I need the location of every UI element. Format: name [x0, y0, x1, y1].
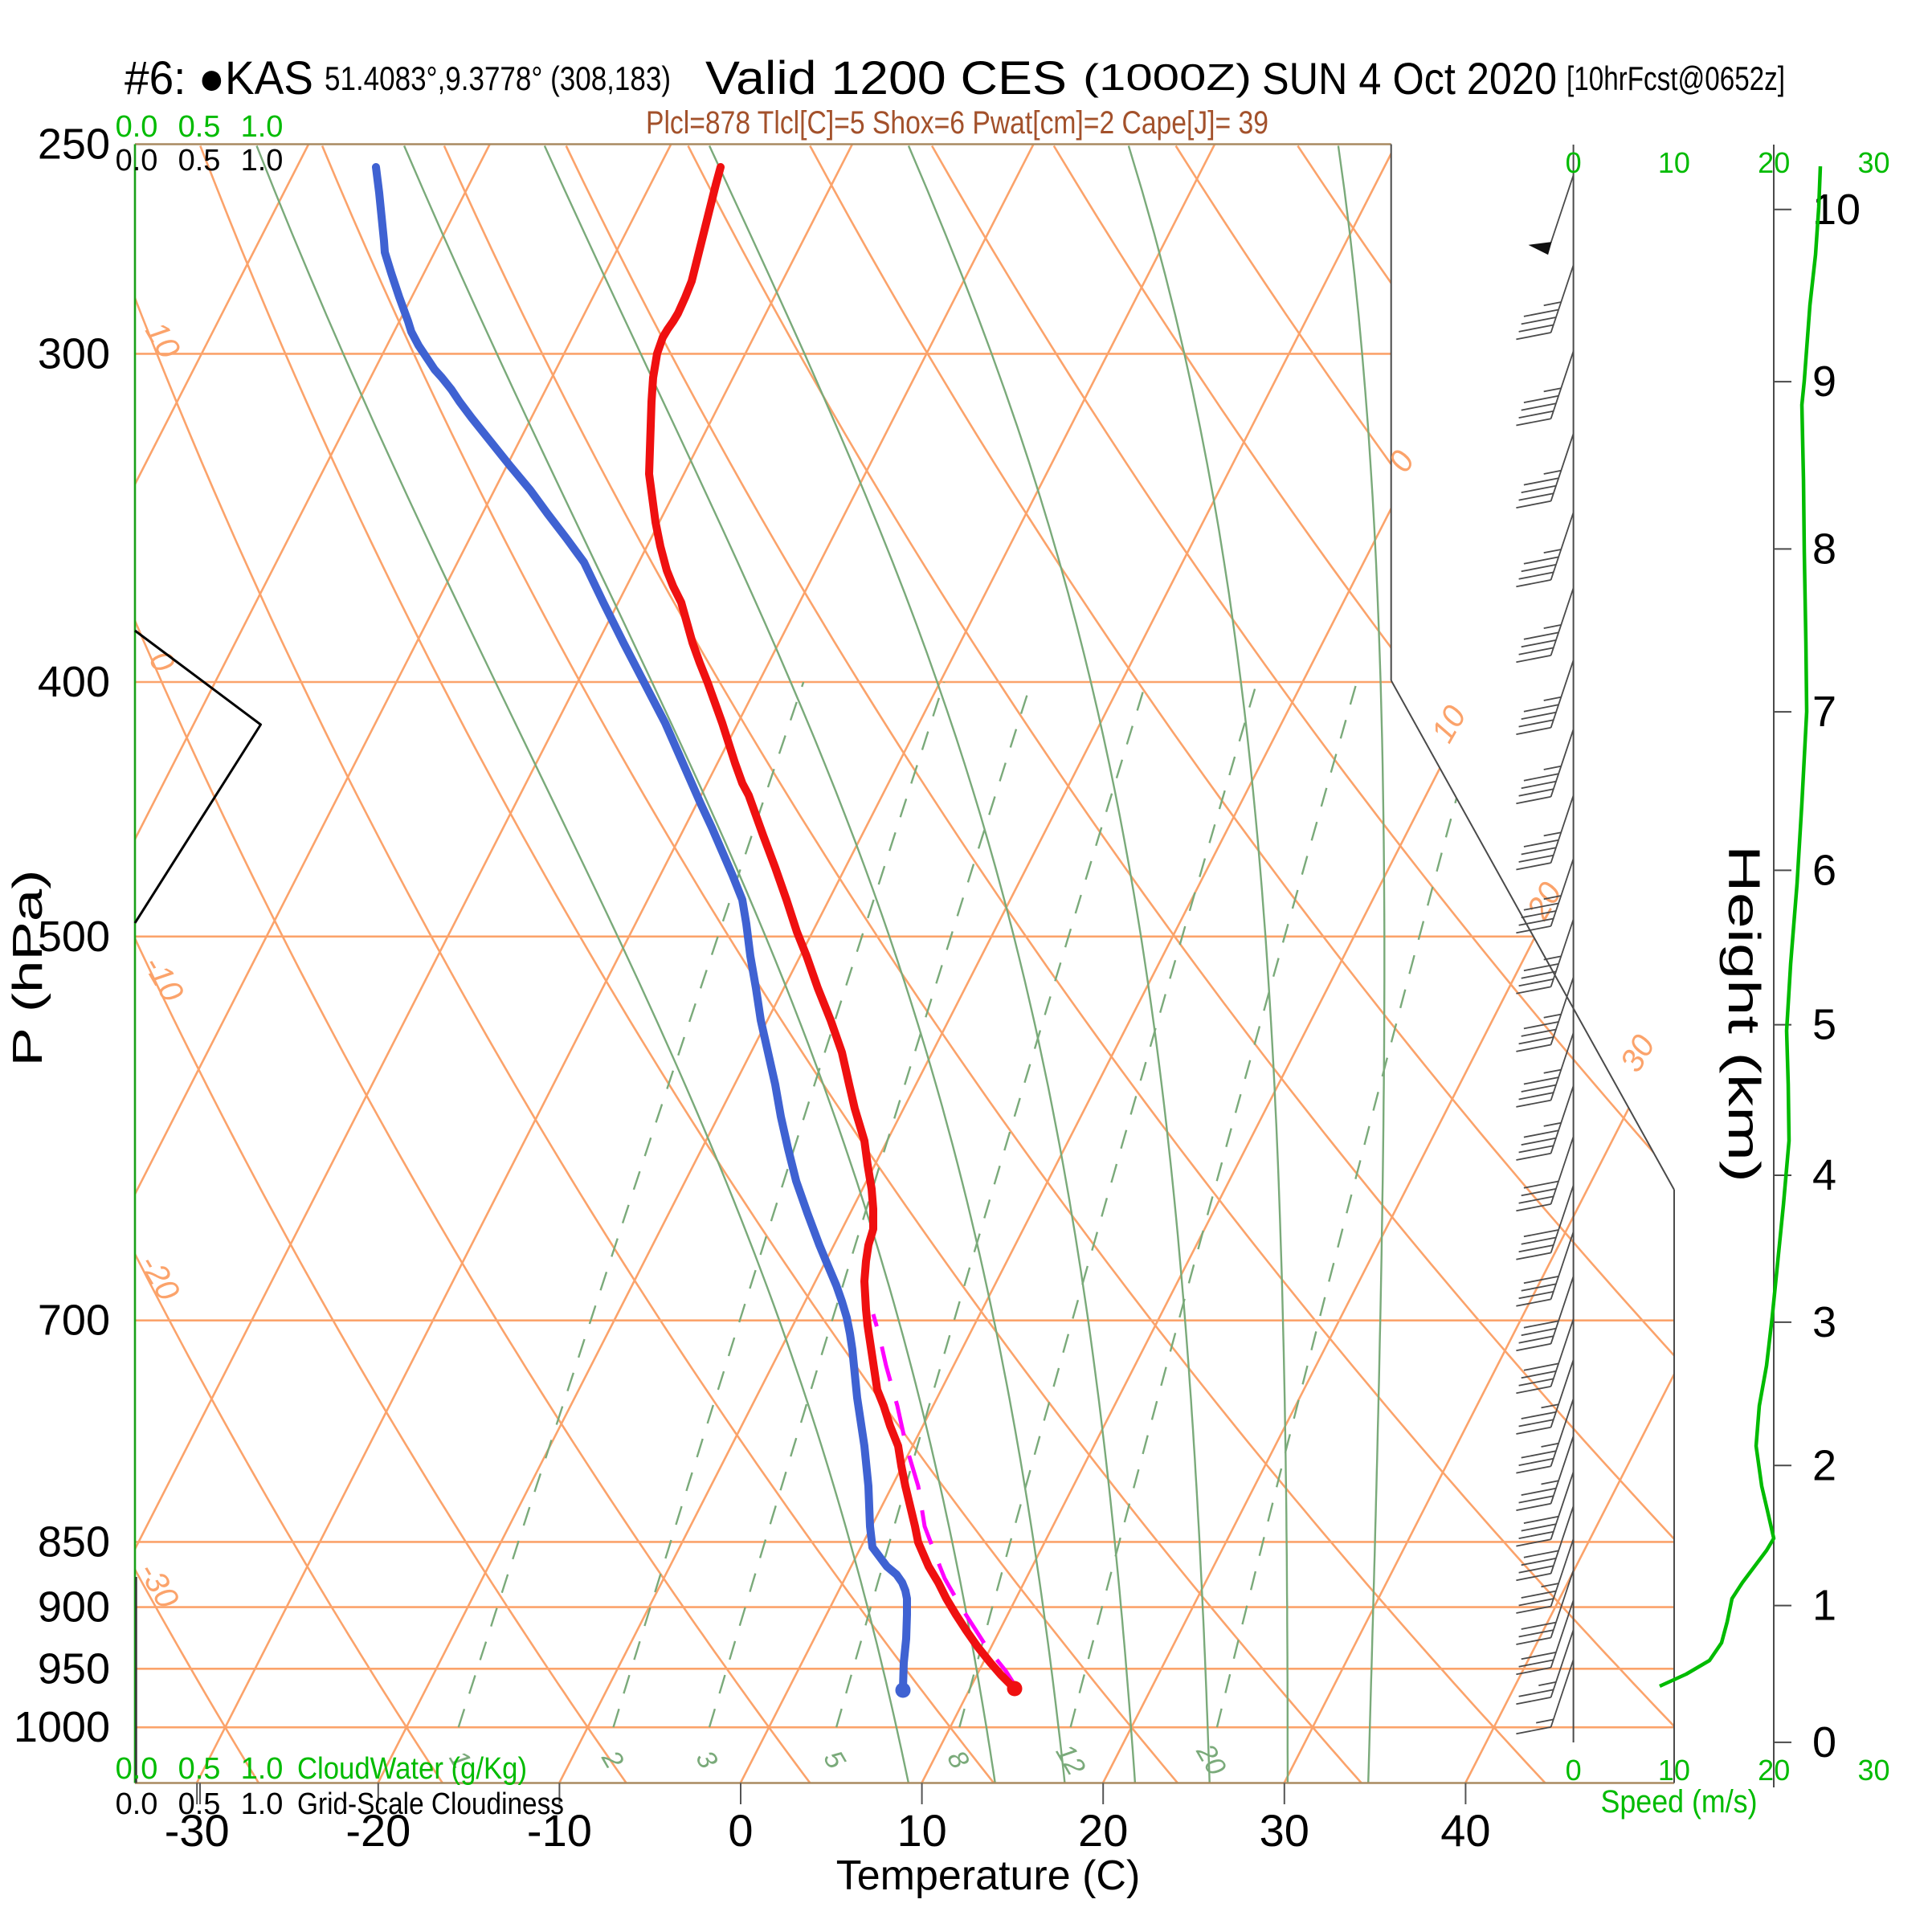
svg-text:(1000Z): (1000Z) [1083, 56, 1252, 98]
svg-text:P (hPa): P (hPa) [5, 870, 51, 1067]
svg-text:0: 0 [1812, 1718, 1836, 1767]
svg-text:#6: ●KAS: #6: ●KAS [125, 52, 313, 104]
svg-text:700: 700 [38, 1297, 110, 1345]
svg-text:850: 850 [38, 1517, 110, 1566]
svg-text:0: 0 [1566, 1754, 1582, 1787]
svg-text:950: 950 [38, 1644, 110, 1693]
svg-text:0.0: 0.0 [116, 144, 158, 178]
svg-text:Speed (m/s): Speed (m/s) [1601, 1784, 1758, 1820]
svg-text:20: 20 [1078, 1805, 1128, 1856]
svg-text:SUN 4 Oct 2020: SUN 4 Oct 2020 [1262, 53, 1557, 104]
svg-text:250: 250 [38, 120, 110, 169]
svg-text:-10: -10 [527, 1805, 592, 1856]
svg-text:1.0: 1.0 [241, 1787, 284, 1821]
svg-text:Plcl=878 Tlcl[C]=5 Shox=6 Pwat: Plcl=878 Tlcl[C]=5 Shox=6 Pwat[cm]=2 Cap… [646, 105, 1268, 141]
svg-text:20: 20 [1758, 1754, 1790, 1787]
svg-text:1.0: 1.0 [241, 144, 284, 178]
svg-text:10: 10 [897, 1805, 946, 1856]
svg-text:CloudWater (g/Kg): CloudWater (g/Kg) [297, 1752, 527, 1786]
svg-text:0.0: 0.0 [116, 110, 158, 144]
svg-text:51.4083°,9.3778° (308,183): 51.4083°,9.3778° (308,183) [325, 59, 671, 97]
svg-text:7: 7 [1812, 688, 1836, 736]
svg-text:Valid 1200 CES: Valid 1200 CES [705, 52, 1067, 104]
svg-text:-20: -20 [345, 1805, 411, 1856]
svg-text:1.0: 1.0 [241, 1752, 284, 1786]
svg-text:1: 1 [1812, 1582, 1836, 1630]
svg-text:0.5: 0.5 [178, 1752, 221, 1786]
svg-text:40: 40 [1440, 1805, 1490, 1856]
svg-text:30: 30 [1260, 1805, 1309, 1856]
svg-text:300: 300 [38, 329, 110, 378]
svg-text:30: 30 [1857, 146, 1889, 179]
svg-text:10: 10 [1658, 1754, 1690, 1787]
svg-text:1.0: 1.0 [241, 110, 284, 144]
svg-text:6: 6 [1812, 846, 1836, 894]
svg-text:5: 5 [1812, 1001, 1836, 1049]
svg-text:500: 500 [38, 913, 110, 961]
svg-text:0: 0 [1566, 146, 1582, 179]
svg-text:1000: 1000 [14, 1703, 110, 1751]
svg-text:0.5: 0.5 [178, 144, 221, 178]
svg-text:0.0: 0.0 [116, 1787, 158, 1821]
svg-text:0.5: 0.5 [178, 110, 221, 144]
svg-text:900: 900 [38, 1583, 110, 1632]
svg-text:9: 9 [1812, 357, 1836, 406]
svg-text:8: 8 [1812, 525, 1836, 573]
svg-text:30: 30 [1857, 1754, 1889, 1787]
svg-text:4: 4 [1812, 1151, 1836, 1199]
svg-text:3: 3 [1812, 1298, 1836, 1346]
svg-text:Temperature (C): Temperature (C) [836, 1852, 1141, 1899]
svg-text:10: 10 [1658, 146, 1690, 179]
svg-text:0.0: 0.0 [116, 1752, 158, 1786]
svg-text:2: 2 [1812, 1441, 1836, 1489]
svg-text:-30: -30 [165, 1805, 230, 1856]
svg-text:[10hrFcst@0652z]: [10hrFcst@0652z] [1566, 59, 1785, 97]
svg-text:0.5: 0.5 [178, 1787, 221, 1821]
svg-text:0: 0 [728, 1805, 753, 1856]
svg-text:20: 20 [1758, 146, 1790, 179]
svg-text:Grid-Scale Cloudiness: Grid-Scale Cloudiness [297, 1787, 564, 1821]
svg-text:Height (km): Height (km) [1719, 845, 1770, 1182]
svg-text:400: 400 [38, 658, 110, 706]
